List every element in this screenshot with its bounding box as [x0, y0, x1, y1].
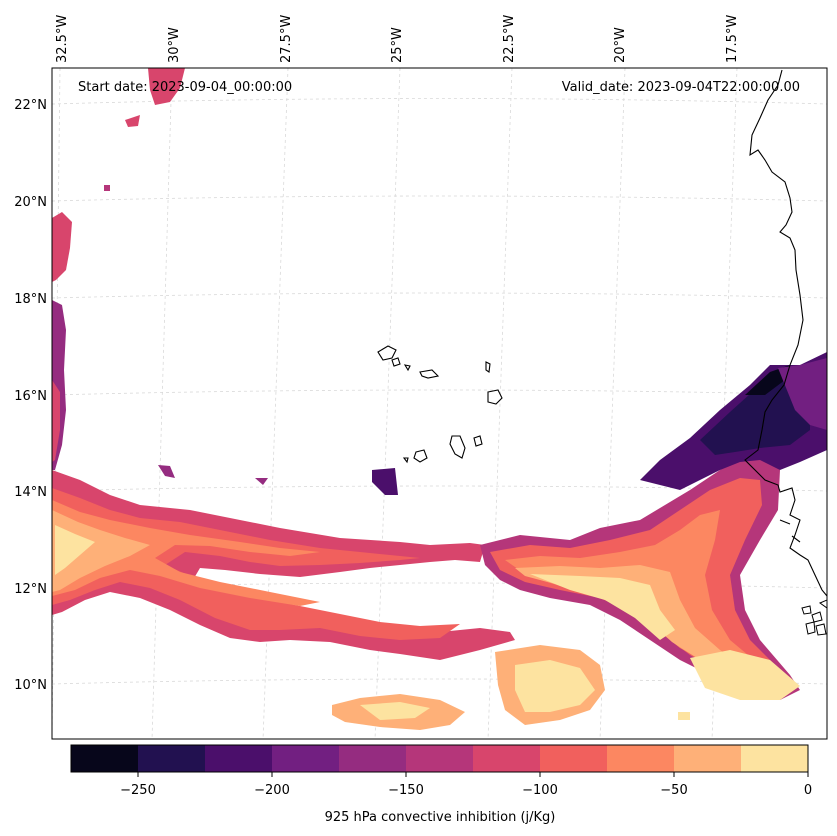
latitude-labels: 22°N 20°N 18°N 16°N 14°N 12°N 10°N — [14, 98, 47, 693]
lon-label: 22.5°W — [502, 15, 517, 63]
colorbar-tick-label: −250 — [120, 783, 156, 798]
colorbar-swatch — [205, 745, 273, 772]
colorbar-swatch — [339, 745, 407, 772]
colorbar-tick-label: −200 — [254, 783, 290, 798]
lat-label: 22°N — [14, 98, 47, 113]
cin-northeast-darkest — [745, 365, 790, 395]
colorbar-swatch — [674, 745, 742, 772]
cin-band-east-core — [515, 565, 750, 676]
colorbar-swatch — [71, 745, 139, 772]
colorbar-swatch — [406, 745, 474, 772]
map-border — [51, 67, 828, 740]
colorbar-swatch — [272, 745, 340, 772]
longitude-labels: 32.5°W 30°W 27.5°W 25°W 22.5°W 20°W 17.5… — [55, 15, 740, 63]
colorbar-swatch — [607, 745, 675, 772]
cin-patch-tiny-4 — [104, 185, 110, 191]
island-santa-luzia — [403, 364, 411, 372]
island-sal — [485, 361, 491, 373]
colorbar-tick-label: −150 — [388, 783, 424, 798]
island-sao-vicente — [391, 357, 401, 367]
colorbar — [70, 744, 809, 773]
coastlines — [744, 69, 827, 597]
colorbar-tick-label: −100 — [522, 783, 558, 798]
lon-label: 25°W — [390, 27, 405, 63]
lat-label: 18°N — [14, 292, 47, 307]
cin-patch-island-area — [372, 468, 398, 495]
lat-label: 10°N — [14, 678, 47, 693]
cin-patch-southeast — [690, 650, 800, 700]
colorbar-border — [70, 744, 809, 773]
island-maio — [473, 435, 483, 447]
lon-label: 17.5°W — [725, 15, 740, 63]
colorbar-swatch — [138, 745, 206, 772]
colorbar-tick-label: −50 — [660, 783, 687, 798]
lat-label: 20°N — [14, 195, 47, 210]
cin-northeast-coastal — [778, 358, 827, 430]
cin-contours — [52, 68, 827, 730]
cin-band-east-core2 — [530, 574, 675, 640]
colorbar-swatch — [741, 745, 809, 772]
africa-coastline — [744, 69, 827, 597]
cin-west-blob-20n — [52, 212, 72, 282]
cin-band-west-core2 — [55, 525, 95, 575]
cabo-verde-islands — [377, 345, 503, 464]
island-boa-vista — [487, 389, 503, 405]
cin-band-west-inner — [52, 500, 320, 606]
cin-northeast-dark — [700, 380, 810, 455]
lon-label: 20°W — [613, 27, 628, 63]
cin-patch-north-small — [125, 115, 140, 127]
valid-date-label: Valid_date: 2023-09-04T22:00:00.00 — [562, 80, 800, 95]
map-content — [52, 68, 827, 739]
lat-label: 14°N — [14, 485, 47, 500]
cin-west-edge-pink — [52, 380, 60, 462]
cin-band-west-mid — [52, 488, 460, 640]
bijagos-islands — [801, 599, 827, 636]
cin-band-west-core — [52, 510, 150, 592]
cin-patch-tiny-2 — [255, 478, 268, 485]
island-fogo — [413, 449, 428, 463]
start-date-label: Start date: 2023-09-04_00:00:00 — [78, 80, 292, 95]
colorbar-swatch — [540, 745, 608, 772]
colorbar-label: 925 hPa convective inhibition (j/Kg) — [325, 810, 556, 825]
lat-label: 12°N — [14, 582, 47, 597]
cin-patch-south-core — [515, 660, 595, 712]
cin-patch-tiny-1 — [158, 465, 175, 478]
lat-label: 16°N — [14, 389, 47, 404]
lon-label: 30°W — [167, 27, 182, 63]
lon-label: 32.5°W — [55, 15, 70, 63]
colorbar-tick-label: 0 — [804, 783, 812, 798]
cin-patch-north — [148, 68, 185, 105]
island-santiago — [449, 435, 466, 459]
colorbar-ticks: −250 −200 −150 −100 −50 0 — [120, 772, 812, 798]
island-santo-antao — [377, 345, 397, 361]
lon-label: 27.5°W — [279, 15, 294, 63]
island-brava — [402, 457, 409, 464]
island-sao-nicolau — [419, 369, 440, 379]
cin-patch-southwest-core — [360, 702, 430, 720]
colorbar-swatch — [473, 745, 541, 772]
cin-patch-tiny-3 — [678, 712, 690, 720]
